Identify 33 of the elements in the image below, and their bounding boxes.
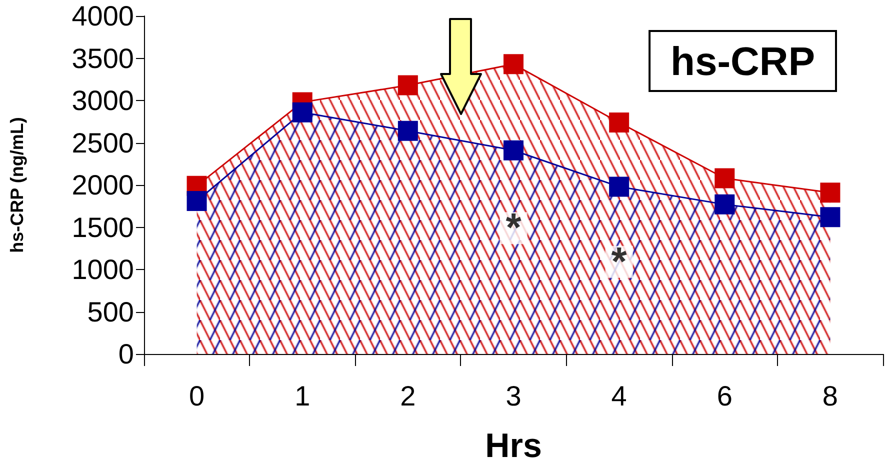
y-tick-label: 500 xyxy=(87,296,134,328)
point xyxy=(186,191,207,212)
x-axis-title: Hrs xyxy=(485,427,542,465)
x-tick-label: 6 xyxy=(716,380,732,412)
x-tick-label: 4 xyxy=(611,380,627,412)
x-tick-label: 0 xyxy=(188,380,205,412)
y-axis-title: hs-CRP (ng/mL) xyxy=(7,117,27,253)
y-tick-label: 1500 xyxy=(72,212,134,243)
y-tick-label: 2000 xyxy=(72,170,134,200)
point xyxy=(820,182,840,203)
y-tick-label: 0 xyxy=(118,338,134,370)
x-tick-label: 3 xyxy=(506,380,522,412)
y-tick-label: 2500 xyxy=(72,127,134,158)
y-tick-label: 3500 xyxy=(72,42,134,74)
point xyxy=(609,176,630,197)
x-tick-label: 8 xyxy=(822,380,838,412)
point xyxy=(504,54,524,74)
annotation: * xyxy=(506,206,522,250)
point xyxy=(398,75,418,96)
annotation: hs-CRP xyxy=(670,40,815,84)
y-tick-label: 1000 xyxy=(72,254,134,285)
point xyxy=(292,102,312,122)
point xyxy=(398,120,418,141)
point xyxy=(820,207,840,228)
point xyxy=(609,112,630,132)
point xyxy=(714,168,735,188)
y-tick-label: 3000 xyxy=(72,85,134,116)
x-tick-label: 1 xyxy=(294,380,310,412)
x-tick-label: 2 xyxy=(400,380,416,412)
point xyxy=(714,194,735,214)
annotation: * xyxy=(611,240,628,284)
point xyxy=(504,140,524,160)
y-tick-label: 4000 xyxy=(72,0,134,32)
